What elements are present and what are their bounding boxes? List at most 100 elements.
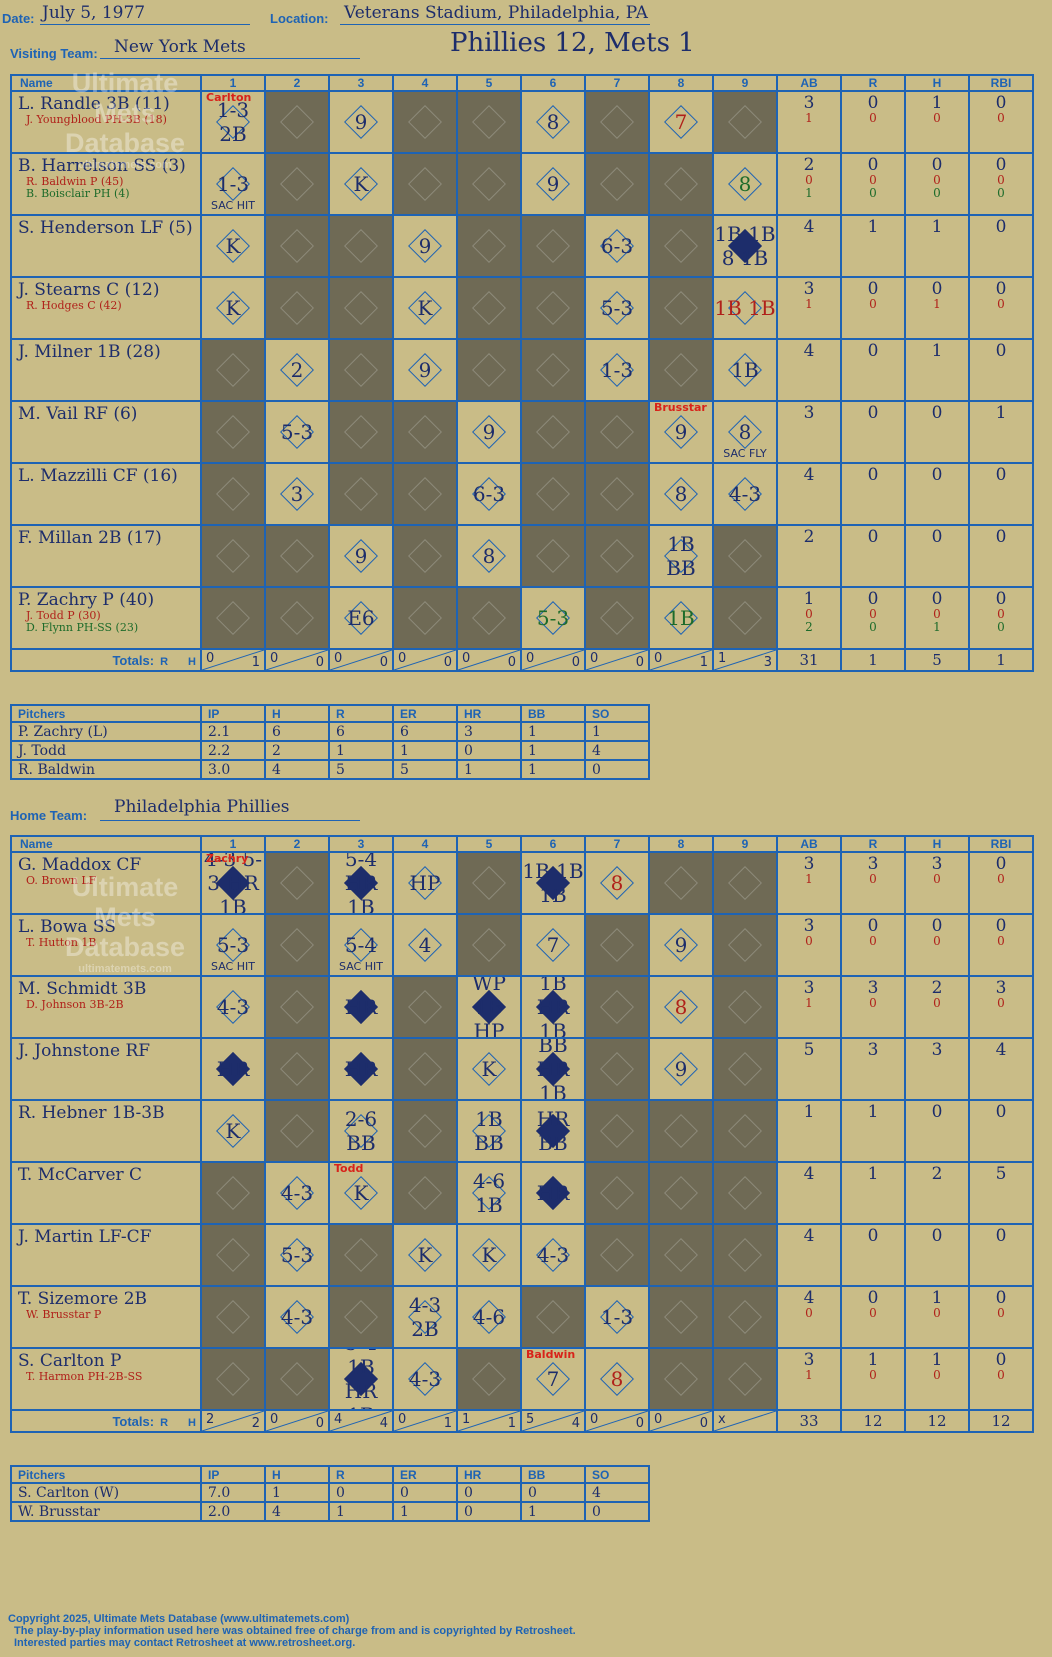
stat-cell-ab: 4 <box>776 462 842 526</box>
total-divider <box>523 651 583 669</box>
play-result: K <box>417 296 433 320</box>
base-diamond-icon <box>472 105 506 139</box>
pitching-stat: 0 <box>328 1482 394 1503</box>
inning-cell <box>456 1347 522 1411</box>
stat-value: 0 <box>997 1368 1005 1382</box>
substitute-name: T. Harmon PH-2B-SS <box>26 1370 143 1383</box>
pitching-stat: 1 <box>392 740 458 761</box>
inning-cell <box>328 400 394 464</box>
inning-runs: 0 <box>526 651 535 666</box>
play-result: 9 <box>354 110 368 134</box>
base-diamond-icon <box>728 1362 762 1396</box>
base-diamond-icon <box>216 1238 250 1272</box>
play-result: WP 1B HP <box>471 976 506 1038</box>
batter-cell: L. Bowa SS T. Hutton 1B <box>10 913 202 977</box>
inning-cell: K <box>200 214 266 278</box>
inning-header: 7 <box>584 74 650 92</box>
inning-cell <box>648 152 714 216</box>
batter-name: L. Mazzilli CF (16) <box>18 466 178 486</box>
base-diamond-icon <box>728 866 762 900</box>
base-diamond-icon <box>344 477 378 511</box>
stat-header: RBI <box>968 74 1034 92</box>
game-date: July 5, 1977 <box>42 3 146 23</box>
stat-value: 0 <box>869 934 877 948</box>
stat-value: 1 <box>805 297 813 311</box>
play-result: 8 <box>610 1367 624 1391</box>
watermark-line: Ultimate <box>71 68 179 98</box>
inning-cell <box>392 1161 458 1225</box>
stat-value: 5 <box>803 1040 815 1060</box>
stat-value: 0 <box>995 465 1007 485</box>
batter-row: J. Martin LF-CF 5-3 K K 4-3 4 0 0 0 <box>10 1223 1034 1287</box>
play-result: 4-3 <box>280 1305 314 1329</box>
inning-cell <box>456 90 522 154</box>
stat-header: H <box>904 835 970 853</box>
inning-cell <box>328 1223 394 1287</box>
base-diamond-icon <box>664 1238 698 1272</box>
base-diamond-icon <box>344 291 378 325</box>
stat-header: R <box>840 835 906 853</box>
base-diamond-icon <box>280 1114 314 1148</box>
stat-value: 0 <box>997 996 1005 1010</box>
inning-cell <box>264 524 330 588</box>
base-diamond-icon <box>728 539 762 573</box>
play-result: K <box>225 234 241 258</box>
inning-header: 6 <box>520 74 586 92</box>
pitching-header: IP <box>200 704 266 723</box>
inning-cell: K <box>328 152 394 216</box>
inning-cell: 5-3 <box>264 1223 330 1287</box>
play-note: SAC HIT <box>211 199 255 212</box>
base-diamond-icon <box>408 105 442 139</box>
stat-value: 0 <box>933 934 941 948</box>
base-diamond-icon <box>280 229 314 263</box>
pitching-stat: 4 <box>264 1501 330 1522</box>
play-result: K <box>225 296 241 320</box>
play-result: 4 <box>418 933 432 957</box>
stat-cell-rbi: 0 <box>968 1099 1034 1163</box>
inning-cell: 7 <box>520 913 586 977</box>
stat-cell-ab: 3 <box>776 400 842 464</box>
total-divider <box>587 651 647 669</box>
inning-cell: K Todd <box>328 1161 394 1225</box>
total-divider <box>267 651 327 669</box>
inning-cell <box>712 913 778 977</box>
inning-runs: 0 <box>206 651 215 666</box>
play-result: HR <box>344 995 378 1019</box>
inning-cell <box>584 400 650 464</box>
inning-cell: 8 <box>648 975 714 1039</box>
stat-header: H <box>904 74 970 92</box>
play-result: HP <box>409 871 441 895</box>
pitching-header: Pitchers <box>10 704 202 723</box>
inning-cell: 5-4 SAC HIT <box>328 913 394 977</box>
inning-cell: 9 <box>520 152 586 216</box>
inning-cell <box>520 400 586 464</box>
stat-value: 3 <box>931 854 943 874</box>
batter-name: B. Harrelson SS (3) <box>18 156 186 176</box>
play-result: 8 <box>482 544 496 568</box>
play-result: 7 <box>546 1367 560 1391</box>
inning-cell: HR <box>520 1161 586 1225</box>
batter-cell: J. Milner 1B (28) <box>10 338 202 402</box>
batter-cell: G. Maddox CF O. Brown LF <box>10 851 202 915</box>
inning-header: 3 <box>328 835 394 853</box>
substitute-name: J. Youngblood PH-3B (18) <box>26 113 167 126</box>
inning-cell <box>456 851 522 915</box>
base-diamond-icon <box>472 229 506 263</box>
stat-value: 4 <box>803 217 815 237</box>
base-diamond-icon <box>408 601 442 635</box>
inning-header: 8 <box>648 835 714 853</box>
inning-cell: 9 Brusstar <box>648 400 714 464</box>
inning-cell: 3 <box>264 462 330 526</box>
inning-cell <box>200 400 266 464</box>
